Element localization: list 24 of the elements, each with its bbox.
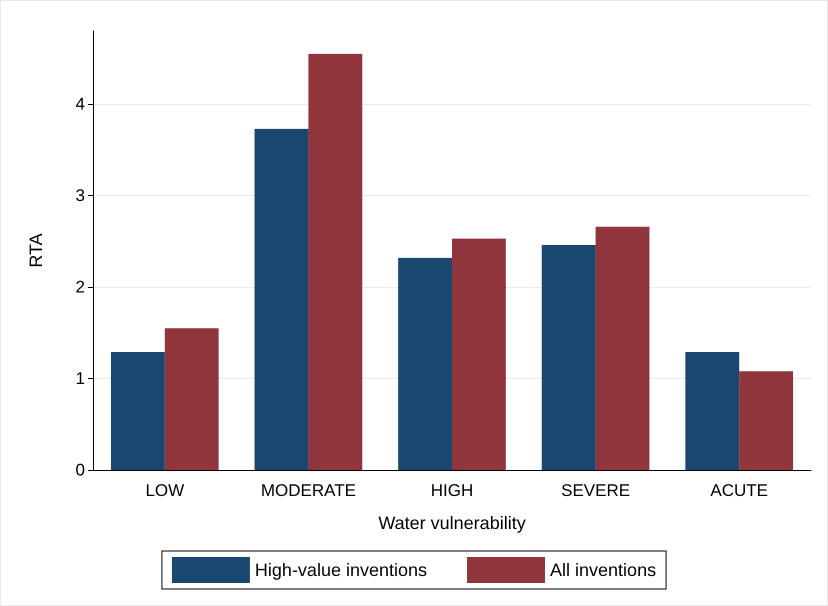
x-tick-label: ACUTE xyxy=(710,481,768,500)
bar xyxy=(685,352,740,470)
bar xyxy=(542,245,596,470)
x-tick-label: LOW xyxy=(145,481,184,500)
bar xyxy=(308,54,362,470)
y-tick-label: 3 xyxy=(76,186,85,206)
bar xyxy=(164,328,219,470)
bar xyxy=(398,258,452,470)
x-tick-label: MODERATE xyxy=(260,481,356,500)
y-tick-label: 4 xyxy=(76,94,85,114)
x-tick-label: HIGH xyxy=(430,481,474,500)
legend-label: High-value inventions xyxy=(254,560,428,580)
x-tick-label: SEVERE xyxy=(561,481,630,500)
y-axis-title: RTA xyxy=(26,233,46,268)
bar xyxy=(739,371,794,470)
legend-label: All inventions xyxy=(550,560,656,580)
y-tick-label: 0 xyxy=(76,460,85,480)
bar xyxy=(254,128,308,470)
y-tick-label: 1 xyxy=(76,369,85,388)
bar xyxy=(452,238,506,470)
bar xyxy=(596,226,650,470)
bar xyxy=(110,352,165,470)
x-axis-title: Water vulnerability xyxy=(378,513,526,533)
y-tick-label: 2 xyxy=(76,278,85,297)
